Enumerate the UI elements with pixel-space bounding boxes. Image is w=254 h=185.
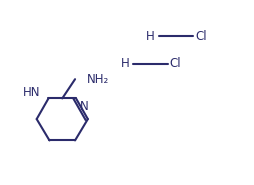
Text: Cl: Cl [195, 30, 207, 43]
Text: HN: HN [23, 85, 41, 98]
Text: H: H [146, 30, 155, 43]
Text: N: N [80, 100, 88, 113]
Text: H: H [120, 57, 129, 70]
Text: Cl: Cl [170, 57, 181, 70]
Text: NH₂: NH₂ [87, 73, 109, 86]
